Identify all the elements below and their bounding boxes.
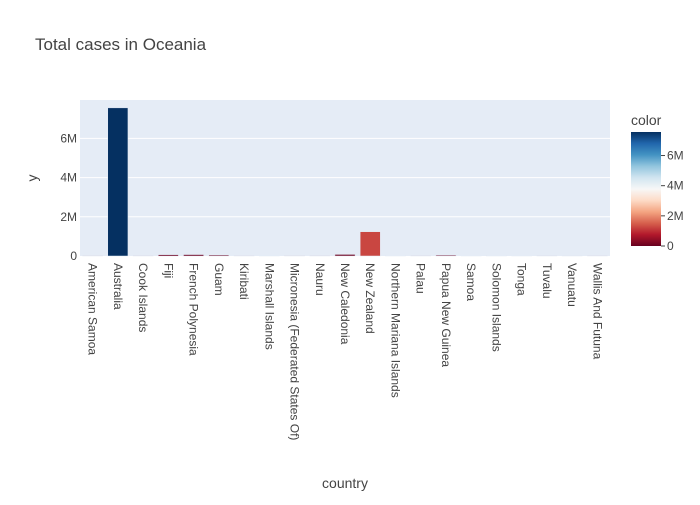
y-tick-label: 2M: [60, 210, 77, 224]
y-tick-label: 4M: [60, 171, 77, 185]
colorbar-tick-label: 6M: [667, 149, 684, 163]
x-tick-label-american-samoa: American Samoa: [86, 263, 100, 355]
x-tick-label-tuvalu: Tuvalu: [540, 263, 554, 299]
bar-new-zealand[interactable]: [360, 232, 380, 256]
x-axis-title: country: [322, 475, 368, 491]
colorbar-title: color: [631, 112, 662, 128]
x-axis-ticks: American Samoa Australia Cook Islands Fiji F…: [86, 263, 605, 440]
x-tick-label-australia: Australia: [111, 263, 125, 310]
chart-title: Total cases in Oceania: [35, 35, 207, 54]
y-axis-ticks: 0 2M 4M 6M: [60, 131, 77, 263]
x-tick-label-micronesia-federated-states-of: Micronesia (Federated States Of): [288, 263, 302, 440]
bar-fiji[interactable]: [158, 255, 178, 256]
x-tick-label-wallis-and-futuna: Wallis And Futuna: [590, 263, 604, 360]
x-tick-label-cook-islands: Cook Islands: [136, 263, 150, 332]
x-tick-label-samoa: Samoa: [464, 263, 478, 301]
x-tick-label-guam: Guam: [212, 263, 226, 296]
colorbar: color 0 2M 4M 6M: [631, 112, 684, 253]
x-tick-label-northern-mariana-islands: Northern Mariana Islands: [388, 263, 402, 398]
x-tick-label-vanuatu: Vanuatu: [565, 263, 579, 307]
bar-french-polynesia[interactable]: [183, 255, 203, 256]
colorbar-tick-label: 0: [667, 239, 674, 253]
bar-australia[interactable]: [108, 108, 128, 256]
colorbar-tick-label: 4M: [667, 179, 684, 193]
x-tick-label-papua-new-guinea: Papua New Guinea: [439, 263, 453, 367]
y-tick-label: 0: [70, 249, 77, 263]
x-tick-label-new-zealand: New Zealand: [363, 263, 377, 334]
bar-new-caledonia[interactable]: [335, 254, 355, 256]
x-tick-label-french-polynesia: French Polynesia: [187, 263, 201, 356]
colorbar-tick-label: 2M: [667, 209, 684, 223]
x-tick-label-palau: Palau: [414, 263, 428, 294]
x-tick-label-fiji: Fiji: [161, 263, 175, 278]
x-tick-label-tonga: Tonga: [515, 263, 529, 296]
x-tick-label-marshall-islands: Marshall Islands: [262, 263, 276, 350]
y-axis-title: y: [24, 175, 40, 182]
bar-guam[interactable]: [209, 255, 229, 256]
bar-micronesia-federated-states-of[interactable]: [284, 255, 304, 256]
x-tick-label-solomon-islands: Solomon Islands: [489, 263, 503, 352]
bar-papua-new-guinea[interactable]: [436, 255, 456, 256]
x-tick-label-new-caledonia: New Caledonia: [338, 263, 352, 345]
colorbar-gradient: [631, 132, 661, 246]
x-tick-label-nauru: Nauru: [313, 263, 327, 296]
y-tick-label: 6M: [60, 131, 77, 145]
x-tick-label-kiribati: Kiribati: [237, 263, 251, 300]
